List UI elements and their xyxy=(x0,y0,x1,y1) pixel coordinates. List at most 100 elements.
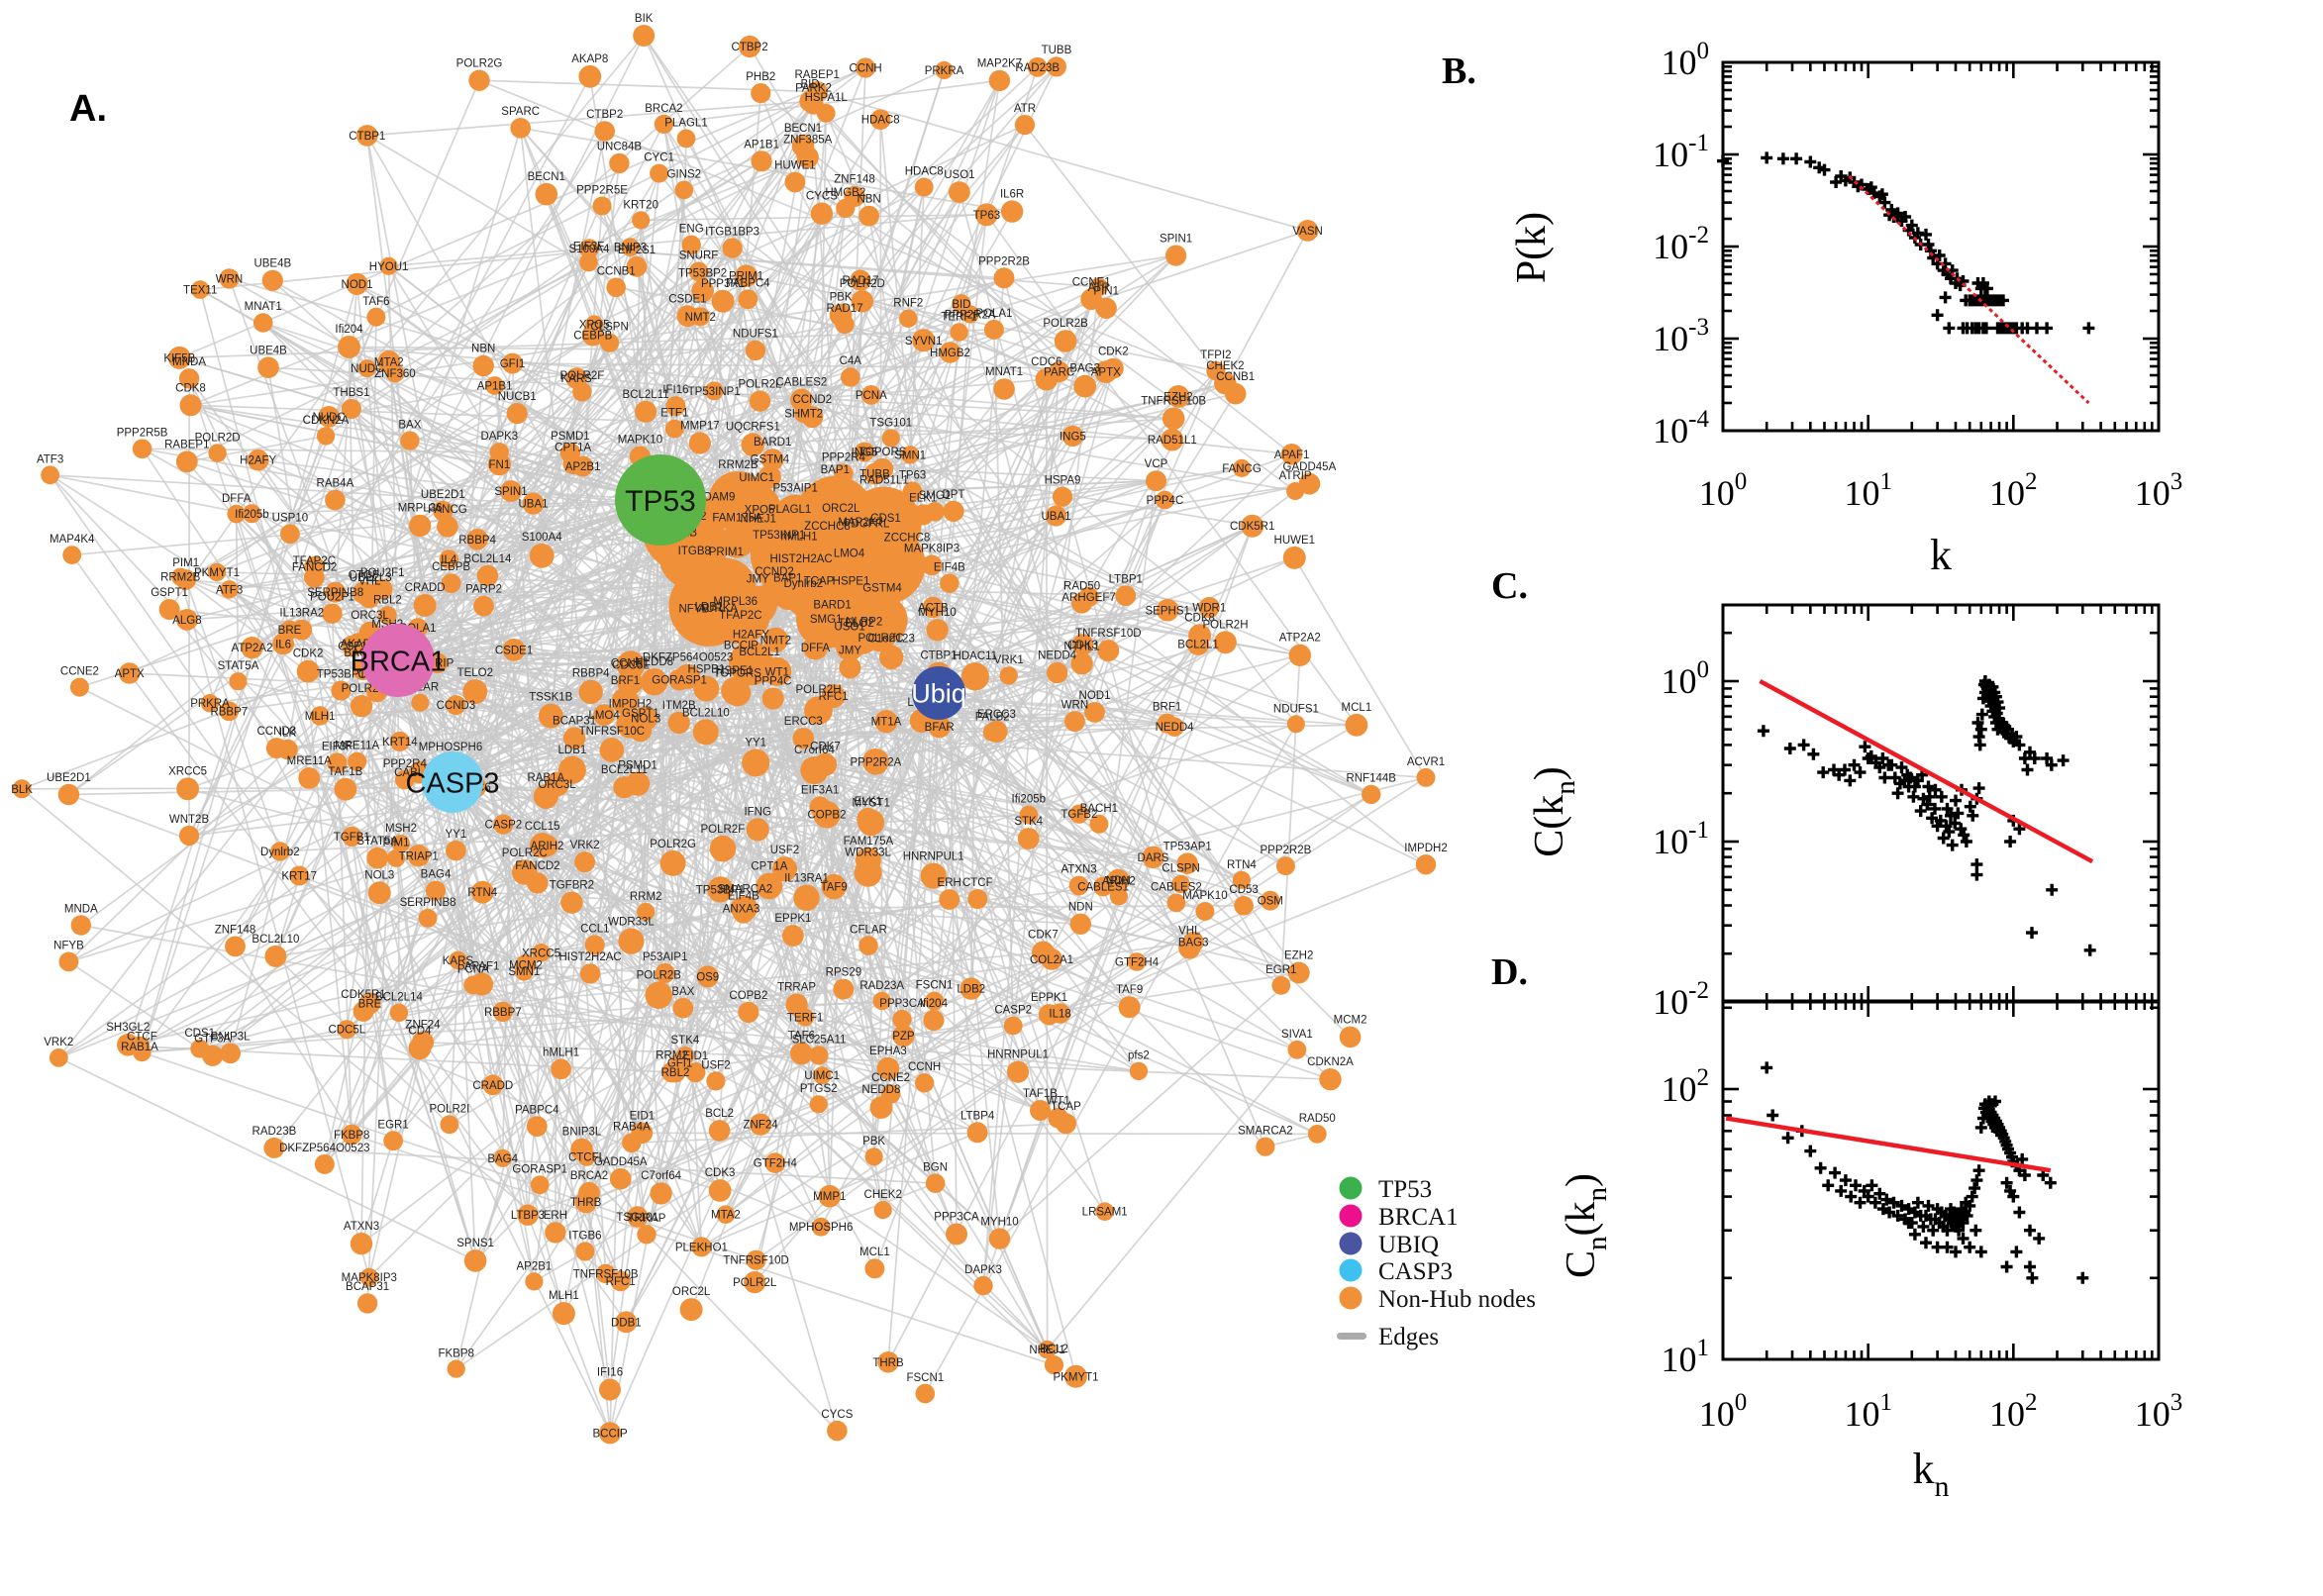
network-edge xyxy=(753,417,1174,447)
panel-d-plot: 102 101 100 101 102 103 xyxy=(1662,999,2182,1434)
node-label: TERF1 xyxy=(941,311,976,323)
node-label: GTF2H4 xyxy=(1115,957,1160,969)
node-label: SMG1 xyxy=(810,614,843,626)
network-edge xyxy=(324,662,743,1165)
node-label: PBK xyxy=(862,1136,885,1147)
network-node xyxy=(609,1167,632,1190)
network-edge xyxy=(325,90,818,438)
network-node xyxy=(912,329,936,352)
network-node xyxy=(1198,596,1220,619)
network-node xyxy=(836,633,864,661)
node-label: GTF3A xyxy=(194,1034,231,1046)
network-edge xyxy=(351,408,689,677)
network-node xyxy=(489,443,509,462)
network-node xyxy=(463,1249,487,1272)
network-node xyxy=(928,715,951,739)
node-label: BID xyxy=(952,299,970,311)
node-label: FANCG xyxy=(428,504,467,516)
hub-label-casp3: CASP3 xyxy=(405,767,499,799)
network-edge xyxy=(491,749,613,1086)
node-label: YY1 xyxy=(446,829,467,841)
network-edge xyxy=(639,456,686,1056)
node-label: XRCC5 xyxy=(168,765,207,777)
network-node xyxy=(575,1242,595,1261)
node-label: UQCRFS1 xyxy=(726,421,780,433)
network-node xyxy=(790,565,812,587)
network-node xyxy=(711,289,735,313)
node-label: PPP3CA xyxy=(879,998,925,1010)
network-edge xyxy=(850,376,1245,907)
network-node xyxy=(1045,505,1067,527)
network-node xyxy=(272,633,295,655)
network-node xyxy=(1056,1113,1076,1135)
node-label: ACTB xyxy=(918,603,949,615)
network-node xyxy=(988,1228,1011,1249)
node-label: TUBB xyxy=(859,469,890,481)
network-node xyxy=(551,1058,571,1080)
network-edge xyxy=(262,322,661,501)
node-label: ARHGEF7 xyxy=(1061,592,1115,604)
network-node xyxy=(655,962,675,983)
network-node xyxy=(640,668,668,696)
network-edge xyxy=(334,499,722,890)
node-label: LTBP1 xyxy=(1109,573,1143,585)
network-node xyxy=(1061,425,1084,448)
network-node xyxy=(1000,200,1024,223)
network-node xyxy=(356,125,378,147)
network-node xyxy=(1339,1026,1362,1048)
network-node xyxy=(241,637,263,659)
network-node xyxy=(1046,56,1066,77)
network-node xyxy=(517,1204,539,1226)
network-edge xyxy=(629,724,839,1432)
node-label: EPHA3 xyxy=(869,1046,907,1057)
network-node xyxy=(289,865,310,886)
node-label: BAG4 xyxy=(421,869,452,881)
network-node xyxy=(220,580,239,599)
node-label: PPP2R5E xyxy=(576,185,628,197)
network-edge xyxy=(555,763,827,1234)
network-node xyxy=(1146,470,1166,492)
network-node xyxy=(1171,874,1190,894)
node-label: FKBP8 xyxy=(334,1130,369,1142)
network-node xyxy=(49,1048,68,1067)
node-label: PPP2R2B xyxy=(978,255,1030,267)
node-label: CDC5L xyxy=(612,660,650,672)
network-edge xyxy=(186,156,809,463)
node-label: RAB1A xyxy=(527,772,564,784)
network-node xyxy=(167,346,191,369)
network-node xyxy=(915,1383,936,1404)
legend-swatch-edges xyxy=(1337,1333,1366,1340)
hub-node-casp3 xyxy=(422,751,483,813)
node-label: TRIAP1 xyxy=(399,850,439,862)
node-label: NUDC xyxy=(312,412,345,424)
network-node xyxy=(572,382,592,402)
node-label: THRB xyxy=(872,1357,904,1369)
network-edge xyxy=(229,277,676,407)
node-label: H2AFY xyxy=(733,629,769,641)
network-node xyxy=(943,500,964,522)
network-node xyxy=(744,1271,766,1294)
network-node xyxy=(263,1137,285,1158)
network-node xyxy=(696,965,719,988)
network-edge xyxy=(794,113,828,516)
network-edge xyxy=(1060,776,1427,1015)
node-label: VHL xyxy=(1178,925,1201,937)
network-edge xyxy=(455,692,940,1370)
node-label: HIST2H2AC xyxy=(558,951,621,963)
network-node xyxy=(190,1039,210,1058)
node-label: MMP1 xyxy=(813,1191,846,1203)
node-label: XPO5 xyxy=(579,320,610,332)
network-node xyxy=(745,516,774,545)
network-node xyxy=(925,991,944,1011)
hub-node-ubiq xyxy=(912,666,965,720)
node-label: BCAP31 xyxy=(346,1281,389,1293)
node-label: PARP2 xyxy=(465,584,502,596)
node-label: PIM1 xyxy=(383,838,410,849)
network-node xyxy=(792,728,815,749)
network-edge xyxy=(368,104,815,634)
network-node xyxy=(923,1009,945,1032)
network-node xyxy=(1115,585,1137,607)
node-label: ORC3L xyxy=(538,779,576,791)
network-node xyxy=(532,944,551,962)
network-node xyxy=(485,376,504,395)
